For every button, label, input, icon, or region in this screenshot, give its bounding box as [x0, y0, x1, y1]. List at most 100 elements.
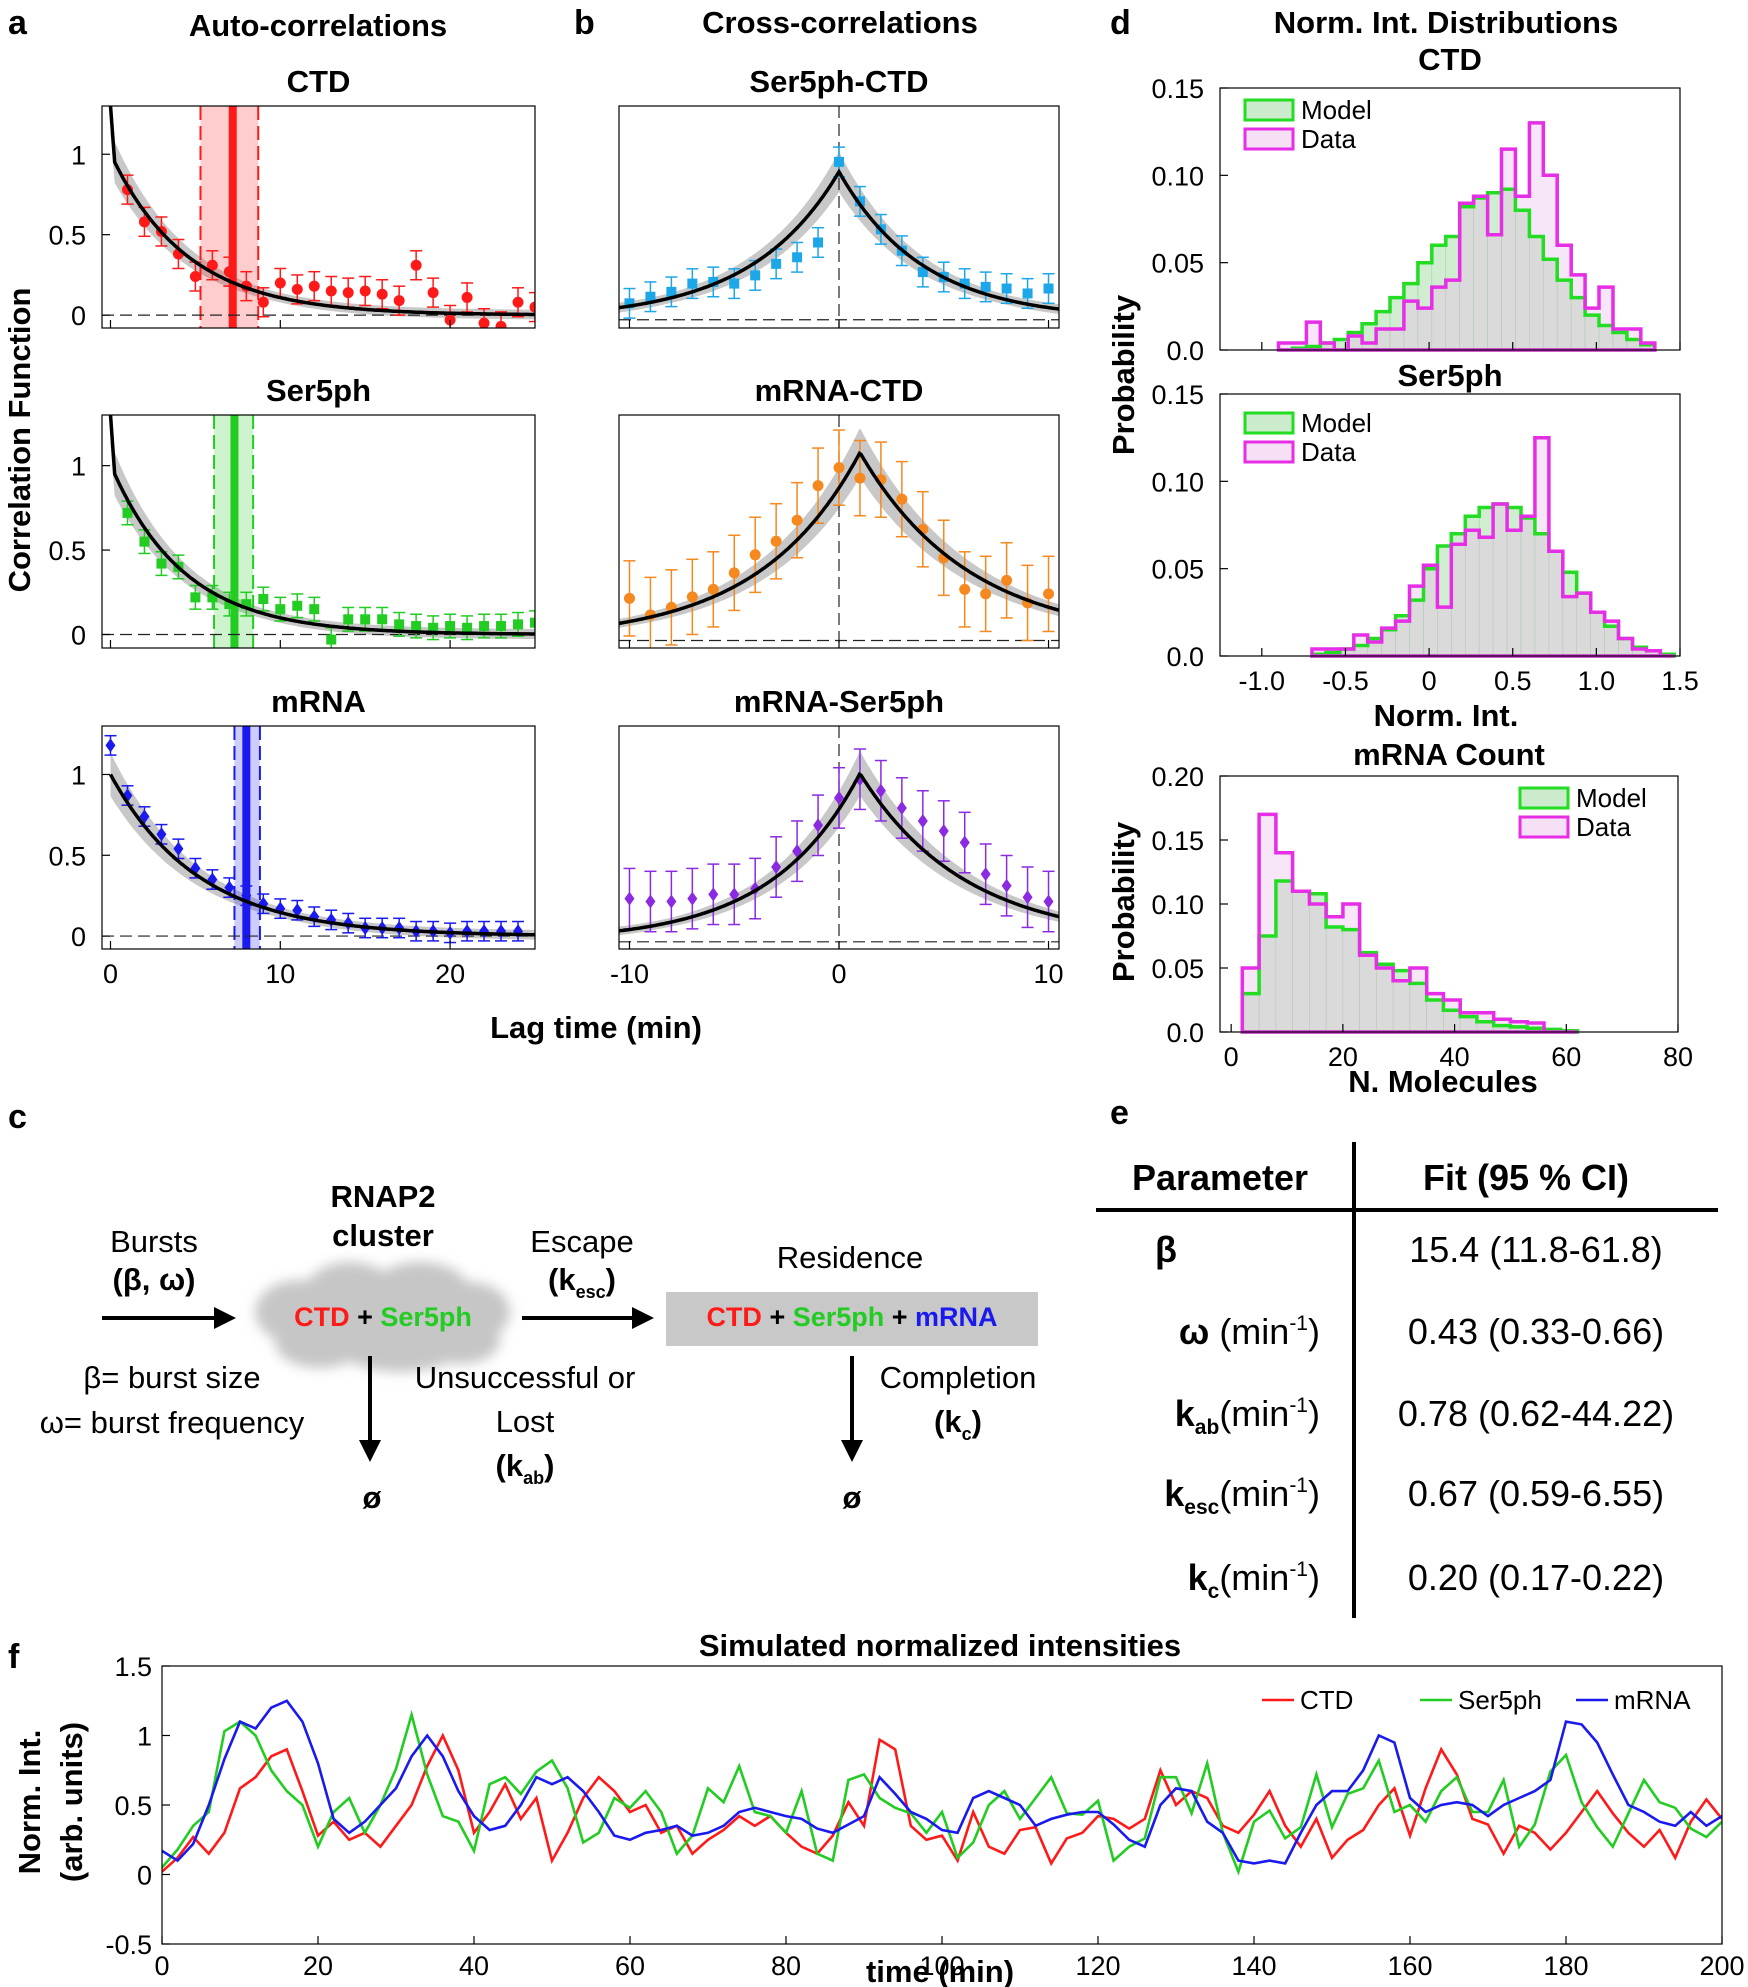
param-omega-close: ) — [1308, 1311, 1320, 1352]
data-bar-d_ser5ph — [1367, 642, 1382, 656]
ytick-label-a_mrna: 0 — [71, 922, 86, 952]
fit-kc: 0.20 (0.17-0.22) — [1408, 1557, 1664, 1598]
xtick-label-d_mrna: 0 — [1224, 1042, 1239, 1072]
param-omega: ω (min-1) — [1179, 1311, 1320, 1352]
residence-plus-1: + — [762, 1302, 793, 1332]
data-point-b_ser5ph_ctd — [980, 281, 991, 292]
data-point-b_ser5ph_ctd — [1022, 288, 1033, 299]
ytick-label-d_ser5ph: 0.10 — [1151, 467, 1204, 497]
xtick-label-d_ser5ph: 0.5 — [1494, 666, 1532, 696]
data-bar-d_mrna — [1443, 1000, 1461, 1032]
ytick-label-a_ctd: 1 — [71, 140, 86, 170]
data-bar-d_ser5ph — [1646, 650, 1661, 656]
chart-d_mrna: mRNA Count 0.0 0.05 0.10 0.15 0.20 0 20 40 60 80 Mo… — [1151, 737, 1693, 1072]
data-point-a_ctd — [444, 314, 456, 326]
data-bar-d_ser5ph — [1409, 586, 1424, 656]
data-point-a_mrna — [105, 738, 116, 753]
xtick-label-a_mrna: 20 — [435, 959, 465, 989]
completion-arrow-head — [841, 1440, 863, 1462]
panel-f-ylabel-2: (arb. units) — [54, 1722, 89, 1882]
table-header-parameter: Parameter — [1132, 1157, 1308, 1198]
xtick-label-f: 20 — [303, 1951, 333, 1981]
data-point-a_ctd — [138, 216, 150, 228]
table-row-kab: kab(min-1) 0.78 (0.62-44.22) — [1175, 1393, 1674, 1439]
data-bar-d_ctd — [1543, 175, 1558, 350]
data-bar-d_ser5ph — [1548, 551, 1563, 656]
legend-data-label-d_ctd: Data — [1301, 124, 1356, 154]
data-point-b_ser5ph_ctd — [1001, 283, 1012, 294]
data-point-a_ser5ph — [292, 600, 303, 611]
cluster-ser5ph: Ser5ph — [380, 1302, 472, 1332]
chart-b_mrna_ctd: mRNA-CTD — [618, 373, 1060, 649]
xtick-label-d_ser5ph: -1.0 — [1239, 666, 1286, 696]
panel-e-table: Parameter Fit (95 % CI) β 15.4 (11.8-61.… — [1096, 1142, 1718, 1618]
xtick-label-b_mrna_ser5ph: 10 — [1034, 959, 1064, 989]
data-point-b_mrna_ser5ph — [813, 818, 824, 833]
ytick-label-f: 1.5 — [114, 1652, 152, 1682]
data-point-a_ser5ph — [445, 621, 456, 632]
kab-open: (k — [496, 1448, 524, 1483]
data-bar-d_ser5ph — [1479, 537, 1494, 656]
data-bar-d_ctd — [1501, 149, 1516, 350]
panel-letter-f: f — [8, 1638, 20, 1676]
panel-letter-b: b — [574, 4, 595, 42]
ytick-label-d_mrna: 0.0 — [1166, 1018, 1204, 1048]
xtick-label-f: 40 — [459, 1951, 489, 1981]
data-bar-d_ctd — [1431, 287, 1446, 350]
data-point-a_ctd — [393, 295, 405, 307]
data-point-b_ser5ph_ctd — [1043, 283, 1054, 294]
legend-model-label-d_ctd: Model — [1301, 95, 1372, 125]
data-point-a_ctd — [427, 287, 439, 299]
xtick-label-a_mrna: 10 — [265, 959, 295, 989]
cluster-contents: CTD + Ser5ph — [294, 1302, 472, 1332]
data-point-b_mrna_ctd — [1043, 588, 1055, 600]
data-point-b_mrna_ser5ph — [959, 835, 970, 850]
ytick-label-d_ser5ph: 0.05 — [1151, 555, 1204, 585]
data-point-a_ser5ph — [377, 614, 388, 625]
data-bar-d_ser5ph — [1451, 544, 1466, 656]
data-point-b_mrna_ser5ph — [687, 891, 698, 906]
param-kab-sub: ab — [1195, 1416, 1220, 1439]
data-point-b_mrna_ser5ph — [834, 790, 844, 805]
data-bar-d_ser5ph — [1576, 593, 1591, 656]
data-point-a_ctd — [291, 283, 303, 295]
table-row-kesc: kesc(min-1) 0.67 (0.59-6.55) — [1164, 1473, 1664, 1519]
data-point-a_ctd — [495, 320, 507, 328]
data-bar-d_ctd — [1348, 336, 1363, 350]
data-point-b_mrna_ctd — [749, 549, 761, 561]
data-point-a_ser5ph — [207, 592, 218, 603]
data-point-b_ser5ph_ctd — [645, 291, 656, 302]
data-bar-d_ser5ph — [1590, 612, 1605, 656]
chart-a_ser5ph: Ser5ph 0 0.5 1 — [48, 373, 536, 650]
xtick-label-d_ser5ph: 0 — [1422, 666, 1437, 696]
param-kc-sub: c — [1208, 1580, 1220, 1603]
data-point-a_ctd — [274, 277, 286, 289]
data-point-a_ser5ph — [360, 614, 371, 625]
cluster-ctd: CTD — [294, 1302, 350, 1332]
data-bar-d_mrna — [1242, 968, 1260, 1032]
data-bar-d_ctd — [1403, 301, 1418, 350]
data-point-a_mrna — [173, 841, 184, 856]
data-point-b_ser5ph_ctd — [959, 278, 970, 289]
xtick-label-d_mrna: 80 — [1663, 1042, 1693, 1072]
xtick-label-f: 60 — [615, 1951, 645, 1981]
bursts-params: (β, ω) — [113, 1262, 196, 1297]
table-row-beta: β 15.4 (11.8-61.8) — [1155, 1229, 1663, 1270]
panel-a-title: Auto-correlations — [189, 8, 447, 43]
data-point-b_mrna_ser5ph — [624, 891, 635, 906]
chart-d_ser5ph: Ser5ph 0.0 0.05 0.10 0.15 -1.0 -0.5 0 0.5 1.0 1.5 M… — [1151, 358, 1698, 696]
kab-sub: ab — [523, 1468, 544, 1488]
chart-title-a_mrna: mRNA — [271, 684, 366, 719]
data-point-b_mrna_ser5ph — [771, 859, 782, 874]
residence-label: Residence — [777, 1240, 923, 1275]
chart-title-b_ser5ph_ctd: Ser5ph-CTD — [749, 64, 928, 99]
data-bar-d_ctd — [1292, 343, 1307, 350]
data-point-b_mrna_ser5ph — [645, 894, 656, 909]
xtick-label-f: 120 — [1075, 1951, 1120, 1981]
bursts-label: Bursts — [110, 1224, 198, 1259]
data-bar-d_mrna — [1393, 980, 1410, 1032]
data-point-a_ctd — [478, 317, 490, 328]
ytick-label-f: 1 — [137, 1722, 152, 1752]
